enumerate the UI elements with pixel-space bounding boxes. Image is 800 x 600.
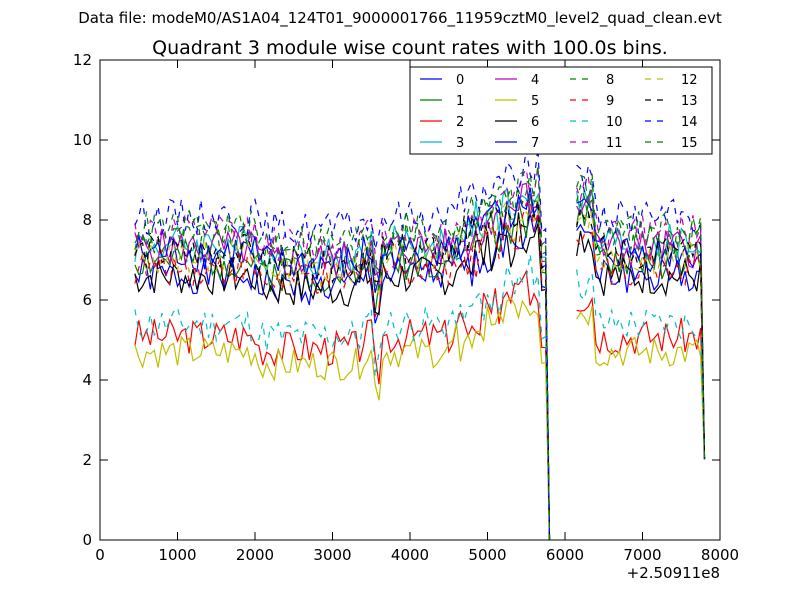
legend-label-9: 9 bbox=[606, 94, 614, 109]
series-line-8-segment-1 bbox=[134, 173, 551, 541]
series-line-3-segment-1 bbox=[134, 186, 551, 541]
y-tick-label: 4 bbox=[82, 371, 92, 389]
legend-label-10: 10 bbox=[606, 115, 623, 130]
y-tick-label: 10 bbox=[73, 131, 92, 149]
x-tick-label: 1000 bbox=[158, 546, 196, 564]
y-tick-label: 6 bbox=[82, 291, 92, 309]
legend-label-5: 5 bbox=[531, 94, 539, 109]
legend-label-4: 4 bbox=[531, 73, 539, 88]
x-tick-label: 6000 bbox=[546, 546, 584, 564]
x-tick-label: 0 bbox=[95, 546, 105, 564]
chart-title: Quadrant 3 module wise count rates with … bbox=[152, 37, 668, 59]
y-tick-label: 8 bbox=[82, 211, 92, 229]
legend-label-12: 12 bbox=[681, 73, 698, 88]
y-tick-label: 0 bbox=[82, 531, 92, 549]
series-line-5-segment-1 bbox=[134, 297, 551, 541]
y-tick-label: 12 bbox=[73, 51, 92, 69]
series-line-9-segment-1 bbox=[134, 198, 551, 541]
x-tick-label: 2000 bbox=[236, 546, 274, 564]
legend-label-14: 14 bbox=[681, 115, 698, 130]
series-line-8-segment-2 bbox=[576, 183, 706, 459]
series-line-15-segment-2 bbox=[576, 173, 706, 458]
x-tick-label: 8000 bbox=[701, 546, 739, 564]
y-tick-label: 2 bbox=[82, 451, 92, 469]
series-layer bbox=[134, 147, 706, 541]
series-line-5-segment-2 bbox=[576, 305, 706, 459]
series-line-6-segment-2 bbox=[576, 230, 706, 459]
legend-label-6: 6 bbox=[531, 115, 539, 130]
legend-label-3: 3 bbox=[456, 136, 464, 151]
series-line-13-segment-1 bbox=[134, 200, 551, 541]
series-line-7-segment-1 bbox=[134, 187, 551, 541]
chart-suptitle: Data file: modeM0/AS1A04_124T01_90000017… bbox=[78, 9, 722, 28]
x-tick-label: 7000 bbox=[623, 546, 661, 564]
legend-box bbox=[409, 66, 713, 155]
legend-label-1: 1 bbox=[456, 94, 464, 109]
legend-label-0: 0 bbox=[456, 73, 464, 88]
x-tick-label: 4000 bbox=[391, 546, 429, 564]
x-offset-label: +2.50911e8 bbox=[627, 564, 720, 582]
series-line-13-segment-2 bbox=[576, 207, 706, 459]
series-line-2-segment-2 bbox=[576, 296, 706, 460]
series-line-7-segment-2 bbox=[576, 197, 706, 459]
ticks-layer: 0 1000 2000 3000 4000 5000 6000 7000 80000246810… bbox=[73, 51, 739, 564]
legend-label-15: 15 bbox=[681, 136, 698, 151]
series-line-14-segment-1 bbox=[134, 147, 551, 541]
legend-label-13: 13 bbox=[681, 94, 698, 109]
series-line-4-segment-2 bbox=[576, 193, 706, 460]
series-line-6-segment-1 bbox=[134, 212, 551, 541]
series-line-10-segment-1 bbox=[134, 254, 551, 541]
legend-label-11: 11 bbox=[606, 136, 623, 151]
legend-label-7: 7 bbox=[531, 136, 539, 151]
series-line-11-segment-2 bbox=[576, 176, 706, 459]
series-line-12-segment-1 bbox=[134, 197, 551, 541]
x-tick-label: 5000 bbox=[468, 546, 506, 564]
series-line-12-segment-2 bbox=[576, 210, 706, 459]
legend-label-8: 8 bbox=[606, 73, 614, 88]
series-line-0-segment-2 bbox=[576, 223, 706, 460]
x-tick-label: 3000 bbox=[313, 546, 351, 564]
legend-label-2: 2 bbox=[456, 115, 464, 130]
